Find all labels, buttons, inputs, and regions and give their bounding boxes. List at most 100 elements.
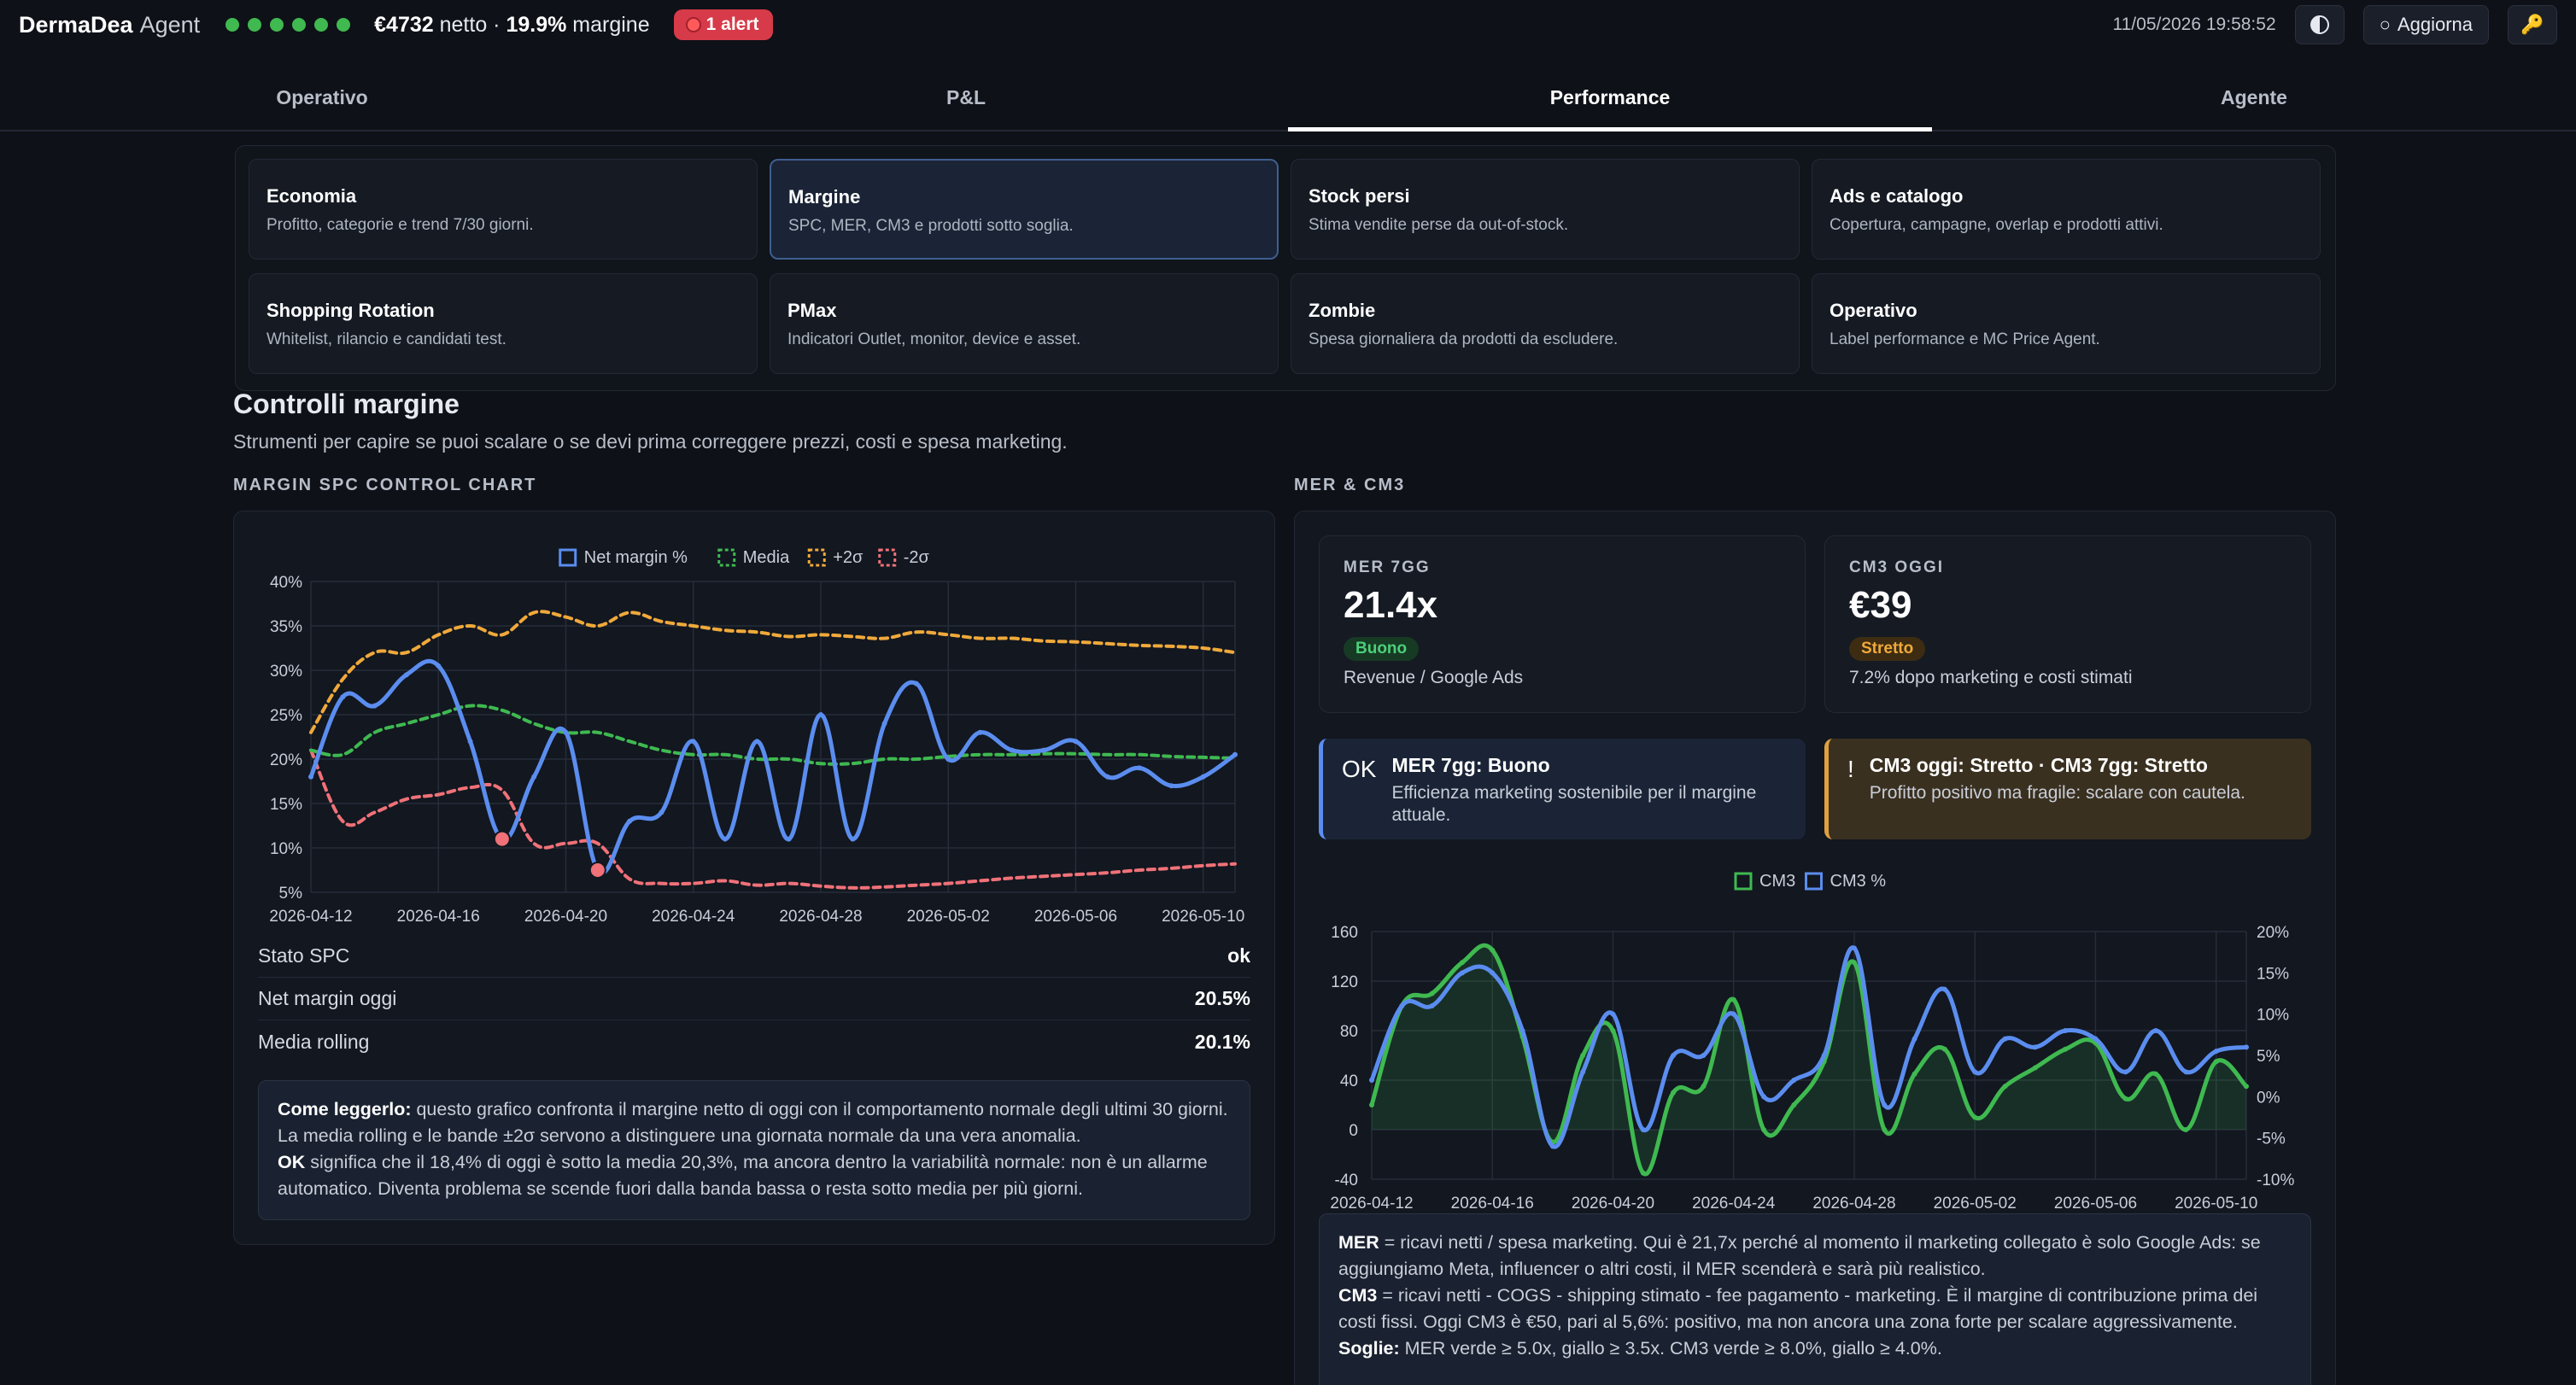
- data-point[interactable]: [2093, 1036, 2099, 1042]
- data-point[interactable]: [2244, 1044, 2249, 1050]
- data-point[interactable]: [1369, 1102, 1374, 1107]
- data-point[interactable]: [340, 694, 346, 700]
- data-point[interactable]: [1232, 751, 1238, 757]
- section-card-ads-catalogo[interactable]: Ads e catalogo Copertura, campagne, over…: [1812, 159, 2321, 260]
- tab-performance[interactable]: Performance: [1288, 65, 1932, 131]
- data-point[interactable]: [2213, 1049, 2219, 1055]
- data-point[interactable]: [1549, 1143, 1555, 1149]
- data-point[interactable]: [1429, 1003, 1435, 1008]
- data-point[interactable]: [1912, 1071, 1917, 1077]
- data-point[interactable]: [436, 663, 442, 669]
- data-point[interactable]: [1730, 1011, 1736, 1017]
- data-point[interactable]: [1519, 1028, 1525, 1033]
- legend-label[interactable]: -2σ: [904, 548, 930, 567]
- section-card-margine[interactable]: Margine SPC, MER, CM3 e prodotti sotto s…: [770, 159, 1279, 260]
- data-point[interactable]: [1941, 1046, 1947, 1052]
- data-point[interactable]: [913, 681, 919, 687]
- series-line--2-[interactable]: [309, 610, 1237, 734]
- data-point[interactable]: [1791, 1078, 1797, 1083]
- data-point[interactable]: [1671, 1090, 1677, 1096]
- data-point[interactable]: [2032, 1065, 2038, 1071]
- section-card-pmax[interactable]: PMax Indicatori Outlet, monitor, device …: [770, 273, 1279, 374]
- data-point[interactable]: [850, 836, 856, 842]
- data-point[interactable]: [1640, 1127, 1646, 1132]
- data-point[interactable]: [2032, 1044, 2038, 1050]
- legend-label[interactable]: CM3 %: [1830, 872, 1887, 891]
- data-point[interactable]: [1580, 1053, 1586, 1058]
- data-point[interactable]: [2063, 1046, 2069, 1052]
- data-point[interactable]: [1610, 1028, 1616, 1033]
- data-point[interactable]: [1791, 1102, 1797, 1107]
- data-point[interactable]: [1761, 1127, 1767, 1132]
- data-point[interactable]: [1200, 774, 1206, 780]
- data-point[interactable]: [1041, 747, 1047, 753]
- data-point[interactable]: [1882, 1102, 1888, 1107]
- data-point[interactable]: [1972, 1114, 1978, 1120]
- data-point[interactable]: [2153, 1028, 2159, 1033]
- data-point[interactable]: [1761, 1094, 1767, 1100]
- api-key-button[interactable]: 🔑: [2508, 5, 2557, 44]
- data-point[interactable]: [817, 712, 823, 717]
- refresh-button[interactable]: ○ Aggiorna: [2362, 5, 2489, 44]
- data-point[interactable]: [1851, 960, 1857, 966]
- data-point[interactable]: [723, 836, 729, 842]
- data-point[interactable]: [2122, 1069, 2128, 1075]
- data-point[interactable]: [1369, 1078, 1374, 1083]
- legend-label[interactable]: +2σ: [833, 548, 864, 567]
- data-point[interactable]: [1701, 1053, 1707, 1058]
- data-point[interactable]: [1399, 1003, 1405, 1008]
- data-point[interactable]: [2244, 1084, 2249, 1090]
- data-point[interactable]: [372, 703, 378, 709]
- data-point[interactable]: [2183, 1127, 2189, 1132]
- legend-label[interactable]: CM3: [1759, 872, 1795, 891]
- data-point[interactable]: [1671, 1053, 1677, 1058]
- data-point[interactable]: [2213, 1059, 2219, 1065]
- anomaly-point[interactable]: [588, 862, 606, 879]
- data-point[interactable]: [1009, 747, 1015, 753]
- data-point[interactable]: [754, 739, 760, 745]
- data-point[interactable]: [1073, 739, 1079, 745]
- data-point[interactable]: [1168, 783, 1174, 789]
- data-point[interactable]: [2153, 1071, 2159, 1077]
- data-point[interactable]: [690, 739, 696, 745]
- legend-label[interactable]: Media: [743, 548, 790, 567]
- data-point[interactable]: [1490, 970, 1496, 976]
- data-point[interactable]: [627, 818, 633, 824]
- series-line--2-[interactable]: [309, 748, 1237, 890]
- legend-label[interactable]: Net margin %: [584, 548, 688, 567]
- data-point[interactable]: [2002, 1084, 2008, 1090]
- section-card-zombie[interactable]: Zombie Spesa giornaliera da prodotti da …: [1291, 273, 1800, 374]
- section-card-operativo[interactable]: Operativo Label performance e MC Price A…: [1812, 273, 2321, 374]
- data-point[interactable]: [1104, 774, 1110, 780]
- data-point[interactable]: [946, 757, 951, 762]
- anomaly-point[interactable]: [493, 830, 511, 848]
- data-point[interactable]: [1429, 991, 1435, 996]
- data-point[interactable]: [977, 729, 983, 735]
- data-point[interactable]: [1580, 1069, 1586, 1075]
- data-point[interactable]: [1137, 765, 1143, 771]
- data-point[interactable]: [1941, 986, 1947, 992]
- series-line-cm3-pct[interactable]: [1369, 945, 2249, 1149]
- data-point[interactable]: [563, 729, 569, 735]
- data-point[interactable]: [2183, 1069, 2189, 1075]
- data-point[interactable]: [1730, 996, 1736, 1002]
- tab-agente[interactable]: Agente: [1932, 65, 2576, 130]
- data-point[interactable]: [1701, 1084, 1707, 1090]
- data-point[interactable]: [1851, 945, 1857, 951]
- data-point[interactable]: [2002, 1036, 2008, 1042]
- data-point[interactable]: [786, 836, 792, 842]
- data-point[interactable]: [308, 774, 313, 780]
- data-point[interactable]: [1972, 1069, 1978, 1075]
- data-point[interactable]: [2122, 1096, 2128, 1102]
- data-point[interactable]: [1459, 970, 1465, 976]
- tab-operativo[interactable]: Operativo: [0, 65, 644, 130]
- alert-badge[interactable]: 1 alert: [673, 9, 773, 40]
- series-line-media[interactable]: [309, 704, 1237, 766]
- section-card-shopping-rotation[interactable]: Shopping Rotation Whitelist, rilancio e …: [249, 273, 758, 374]
- tab-pl[interactable]: P&L: [644, 65, 1288, 130]
- data-point[interactable]: [659, 809, 664, 815]
- data-point[interactable]: [467, 739, 473, 745]
- data-point[interactable]: [403, 672, 409, 678]
- section-card-economia[interactable]: Economia Profitto, categorie e trend 7/3…: [249, 159, 758, 260]
- data-point[interactable]: [1610, 1011, 1616, 1017]
